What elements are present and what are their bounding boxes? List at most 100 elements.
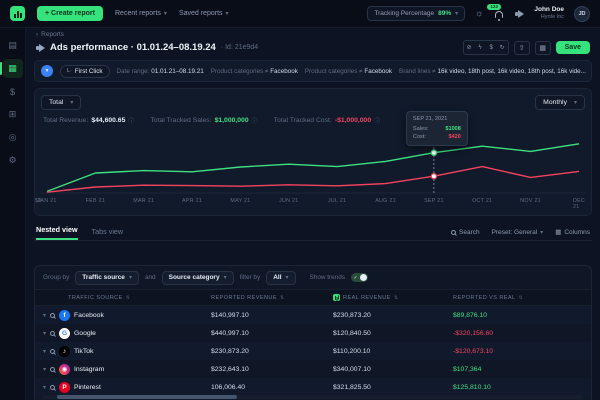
save-button[interactable]: Save bbox=[555, 41, 590, 54]
columns-icon: ▦ bbox=[555, 229, 562, 236]
row-drilldown-icon[interactable] bbox=[50, 312, 56, 318]
sort-icon[interactable]: ⇅ bbox=[393, 294, 399, 301]
second-group-dropdown[interactable]: Source category ▾ bbox=[161, 270, 234, 285]
attribution-chip[interactable]: L· First Click bbox=[60, 64, 110, 78]
filter-product-categories-1[interactable]: Product categories ≠ Facebook bbox=[210, 67, 298, 75]
traffic-source-name: Instagram bbox=[74, 365, 105, 373]
create-report-button[interactable]: + Create report bbox=[37, 6, 103, 21]
info-icon[interactable]: ⓘ bbox=[374, 119, 381, 125]
tab-tabs-view[interactable]: Tabs view bbox=[91, 227, 124, 236]
theme-toggle-icon[interactable]: ☼ bbox=[475, 8, 484, 18]
funnel-icon[interactable]: ▼ bbox=[41, 65, 53, 77]
sidebar-item-goals[interactable]: ◎ bbox=[3, 128, 23, 147]
scrollbar-thumb[interactable] bbox=[57, 395, 237, 399]
info-icon[interactable]: ⓘ bbox=[128, 119, 135, 125]
row-expand-chevron-icon[interactable]: ▾ bbox=[43, 312, 47, 319]
filter-product-categories-2[interactable]: Product categories ≠ Facebook bbox=[304, 67, 392, 75]
row-drilldown-icon[interactable] bbox=[50, 366, 56, 372]
visibility-icon[interactable]: ⊘ bbox=[466, 45, 472, 51]
breadcrumb[interactable]: ‹ Reports bbox=[36, 31, 64, 38]
x-axis-label: MAR 21 bbox=[133, 198, 155, 204]
saved-reports-menu[interactable]: Saved reports ▾ bbox=[178, 10, 229, 17]
line-chart[interactable]: SEP 21, 2021 Sales: $1008 Cost: $420 bbox=[41, 110, 585, 197]
reported-revenue-value: $140,997.10 bbox=[211, 311, 249, 319]
lightning-icon[interactable]: ϟ bbox=[478, 44, 482, 51]
horizontal-scrollbar[interactable] bbox=[43, 395, 583, 399]
recent-reports-menu[interactable]: Recent reports ▾ bbox=[115, 10, 167, 17]
export-icon: ⇧ bbox=[518, 44, 525, 52]
reported-vs-real-value: $107,364 bbox=[453, 365, 482, 373]
row-expand-chevron-icon[interactable]: ▾ bbox=[43, 366, 47, 373]
filter-dropdown[interactable]: All ▾ bbox=[266, 270, 296, 285]
chevron-down-icon: ▾ bbox=[223, 275, 227, 281]
row-drilldown-icon[interactable] bbox=[50, 348, 56, 354]
tooltip-cost: Cost: $420 bbox=[412, 134, 461, 141]
reported-vs-real-value: $89,876.10 bbox=[453, 311, 488, 319]
column-header[interactable]: Reported revenue ⇅ bbox=[211, 294, 285, 301]
search-button[interactable]: Search bbox=[451, 229, 480, 236]
group-by-dropdown[interactable]: Traffic source ▾ bbox=[75, 270, 139, 285]
traffic-source-name: Facebook bbox=[74, 311, 104, 319]
row-expand-chevron-icon[interactable]: ▾ bbox=[43, 348, 47, 355]
filter-date-range[interactable]: Date range: 01.01.21–08.19.21 bbox=[116, 67, 204, 75]
column-header[interactable]: Reported vs real ⇅ bbox=[453, 294, 524, 301]
x-axis-label: MAY 21 bbox=[230, 198, 251, 204]
metric-dropdown[interactable]: Total ▾ bbox=[41, 95, 82, 110]
avatar[interactable]: JD bbox=[574, 5, 590, 22]
y-axis-zero-label: $0 bbox=[35, 198, 41, 204]
sidebar-item-billing[interactable]: $ bbox=[3, 82, 23, 101]
overview-card: Total ▾ Monthly ▾ Total Revenue: $44,600.6… bbox=[34, 88, 592, 216]
table-row[interactable]: ▾ ♪ TikTok $230,873.20 $110,200.10 -$120,673.… bbox=[35, 342, 591, 360]
refresh-icon[interactable]: ↻ bbox=[499, 45, 505, 51]
x-axis-label: AUG 21 bbox=[375, 198, 396, 204]
sidebar-item-dashboard[interactable]: ▤ bbox=[3, 36, 23, 55]
table-row[interactable]: ▾ ◉ Instagram $232,643.10 $340,007.10 $107,36… bbox=[35, 360, 591, 378]
tracking-percentage-dropdown[interactable]: Tracking Percentage 89% ▾ bbox=[367, 6, 466, 21]
currency-icon[interactable]: $ bbox=[489, 44, 493, 51]
main-content: ‹ Reports Ads performance · 01.01.24–08.… bbox=[26, 28, 600, 400]
back-icon[interactable]: ‹ bbox=[36, 31, 39, 38]
apps-icon: ⊞ bbox=[8, 109, 17, 119]
column-header[interactable]: Traffic source ⇅ bbox=[68, 294, 131, 301]
column-header[interactable]: Real revenue ⇅ bbox=[333, 294, 453, 301]
x-axis-label: FEB 21 bbox=[85, 198, 106, 204]
preset-dropdown[interactable]: Preset: General ▾ bbox=[491, 228, 544, 236]
sort-icon[interactable]: ⇅ bbox=[125, 294, 131, 301]
row-expand-chevron-icon[interactable]: ▾ bbox=[43, 330, 47, 337]
top-bar: + Create report Recent reports ▾ Saved re… bbox=[0, 0, 600, 28]
table-row[interactable]: ▾ f Facebook $140,997.10 $230,873.20 $89,876.… bbox=[35, 306, 591, 324]
grid-icon: ▦ bbox=[539, 44, 546, 52]
notifications-button[interactable]: 123 bbox=[487, 3, 505, 21]
granularity-dropdown[interactable]: Monthly ▾ bbox=[535, 95, 585, 110]
tab-nested-view[interactable]: Nested view bbox=[36, 225, 78, 240]
report-id: · Id: 21e9d4 bbox=[220, 44, 259, 51]
announcements-icon[interactable] bbox=[515, 9, 525, 18]
table-row[interactable]: ▾ G Google $440,997.10 $120,840.50 -$320,156.… bbox=[35, 324, 591, 342]
page-header: ‹ Reports Ads performance · 01.01.24–08.… bbox=[26, 28, 600, 55]
reported-revenue-value: 106,006.40 bbox=[211, 383, 246, 391]
sidebar-item-reports[interactable]: ▦ bbox=[0, 59, 23, 78]
reported-revenue-value: $232,643.10 bbox=[211, 365, 249, 373]
table-body: ▾ f Facebook $140,997.10 $230,873.20 $89,876.… bbox=[35, 306, 591, 396]
row-expand-chevron-icon[interactable]: ▾ bbox=[43, 384, 47, 391]
sidebar-item-settings[interactable]: ⚙ bbox=[3, 151, 23, 170]
sort-icon[interactable]: ⇅ bbox=[518, 294, 524, 301]
row-drilldown-icon[interactable] bbox=[50, 330, 56, 336]
row-drilldown-icon[interactable] bbox=[50, 384, 56, 390]
show-trends-toggle[interactable]: ✓ bbox=[351, 273, 369, 282]
info-icon[interactable]: ⓘ bbox=[251, 119, 258, 125]
columns-button[interactable]: ▦ Columns bbox=[555, 228, 590, 237]
table-card: Group by Traffic source ▾ and Source cate… bbox=[34, 265, 592, 400]
chart-canvas bbox=[41, 135, 585, 194]
layout-button[interactable]: ▦ bbox=[534, 40, 551, 55]
sort-icon[interactable]: ⇅ bbox=[279, 294, 285, 301]
tooltip-sales: Sales: $1008 bbox=[412, 125, 461, 132]
export-button[interactable]: ⇧ bbox=[513, 40, 530, 55]
app-logo-icon[interactable] bbox=[10, 6, 25, 21]
filter-brand-lines[interactable]: Brand lines ≠ 16k video, 18th post, 16k … bbox=[399, 67, 586, 75]
table-row[interactable]: ▾ P Pinterest 106,006.40 $321,825.50 $125,810… bbox=[35, 378, 591, 396]
sidebar-item-apps[interactable]: ⊞ bbox=[3, 105, 23, 124]
real-revenue-value: $120,840.50 bbox=[333, 329, 371, 337]
chart-tooltip: SEP 21, 2021 Sales: $1008 Cost: $420 bbox=[405, 110, 468, 147]
